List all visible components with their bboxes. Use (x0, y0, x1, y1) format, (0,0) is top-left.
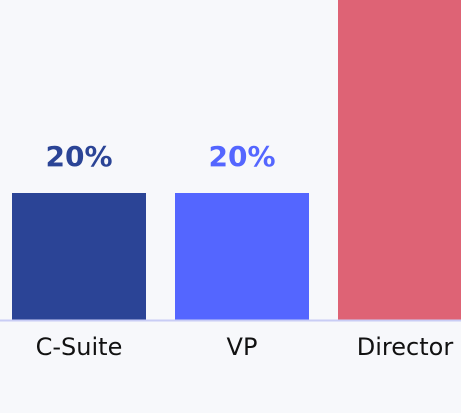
bar (175, 193, 309, 320)
value-label: 20% (45, 140, 112, 173)
x-tick-label: Director (357, 333, 454, 361)
bar (12, 193, 146, 320)
x-tick-label: VP (227, 333, 258, 361)
value-label: 20% (208, 140, 275, 173)
bar (338, 0, 461, 320)
x-tick-label: C-Suite (36, 333, 123, 361)
